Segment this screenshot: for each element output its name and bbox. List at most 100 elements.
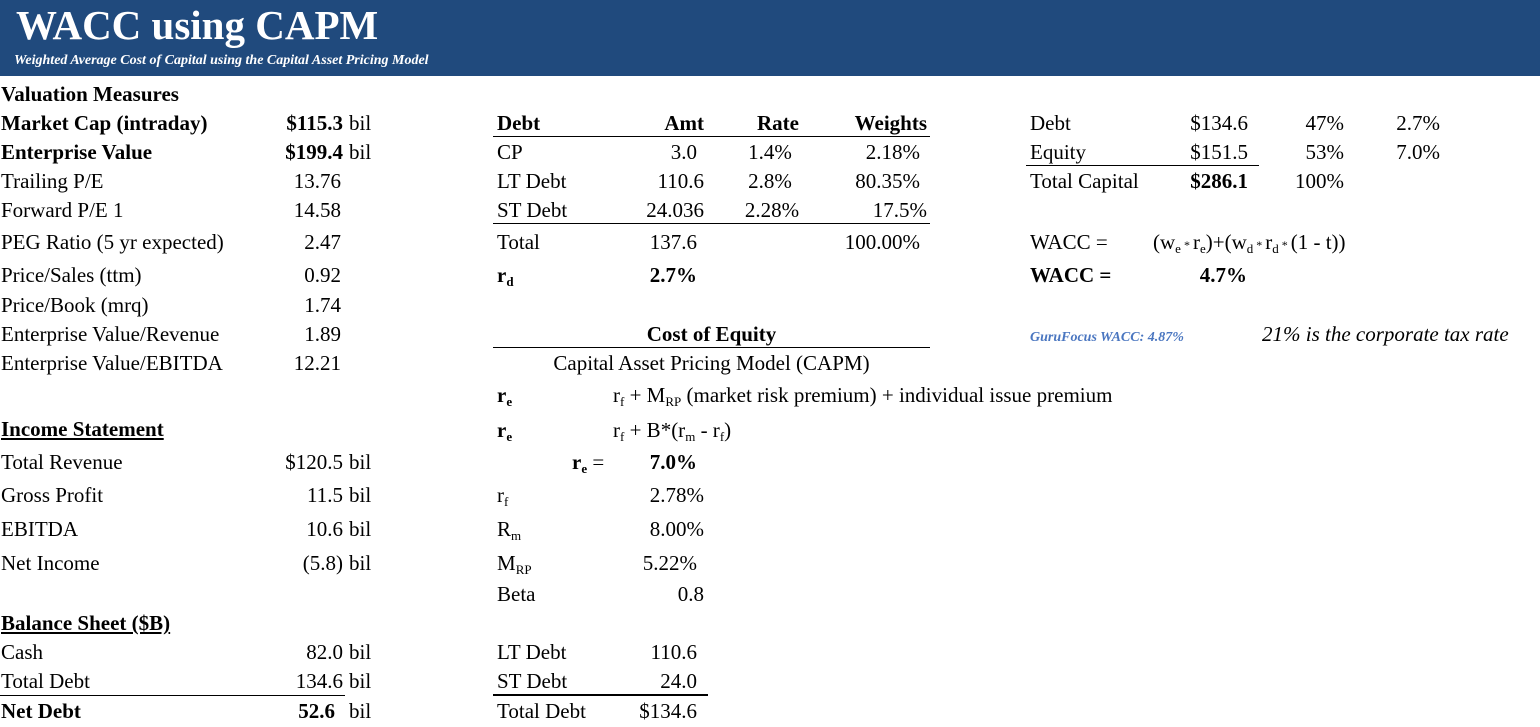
capm-title: Capital Asset Pricing Model (CAPM) xyxy=(553,351,870,375)
income-unit: bil xyxy=(349,551,372,575)
income-unit: bil xyxy=(349,517,372,541)
debt-total-divider xyxy=(493,223,930,224)
debt-summary-value: 110.6 xyxy=(650,640,697,664)
income-value: $120.5 xyxy=(285,450,343,474)
debt-summary-label: Total Debt xyxy=(497,699,586,723)
valuation-value: 12.21 xyxy=(293,351,341,375)
cost-of-equity-heading: Cost of Equity xyxy=(646,322,777,346)
valuation-heading: Valuation Measures xyxy=(1,82,179,106)
capital-cost: 2.7% xyxy=(1396,111,1440,135)
balance-value: 134.6 xyxy=(295,669,343,693)
capm-input-label: rf xyxy=(497,483,509,509)
capm-input-label: Beta xyxy=(497,582,536,606)
capital-weight: 53% xyxy=(1305,140,1345,164)
capm-input-label: Rm xyxy=(497,517,522,543)
rd-value: 2.7% xyxy=(649,263,697,287)
page-title: WACC using CAPM xyxy=(16,2,379,48)
valuation-label: Price/Book (mrq) xyxy=(1,293,149,317)
gurufocus-wacc: GuruFocus WACC: 4.87% xyxy=(1030,330,1184,345)
valuation-unit: bil xyxy=(349,111,372,135)
wacc-formula: (we * re)+(wd * rd * (1 - t)) xyxy=(1153,230,1346,256)
debt-row-amt: 3.0 xyxy=(670,140,697,164)
income-value: (5.8) xyxy=(302,551,343,575)
balance-value: 82.0 xyxy=(306,640,343,664)
debt-row-rate: 2.8% xyxy=(748,169,792,193)
capital-weight: 100% xyxy=(1295,169,1344,193)
re-result-label: re = xyxy=(572,450,605,476)
capital-divider xyxy=(1026,165,1259,166)
valuation-label: Forward P/E 1 xyxy=(1,198,124,222)
valuation-value: 0.92 xyxy=(304,263,341,287)
capm-input-value: 2.78% xyxy=(649,483,704,507)
balance-unit: bil xyxy=(349,699,372,723)
rate-header: Rate xyxy=(757,111,799,135)
valuation-unit: bil xyxy=(349,140,372,164)
balance-label: Cash xyxy=(1,640,43,664)
income-label: Total Revenue xyxy=(1,450,123,474)
capm-formula-beta: rf + B*(rm - rf) xyxy=(613,418,732,444)
valuation-value: $115.3 xyxy=(286,111,343,135)
rd-label: rd xyxy=(497,263,514,289)
valuation-label: Enterprise Value/Revenue xyxy=(1,322,220,346)
income-value: 11.5 xyxy=(307,483,343,507)
re-label: re xyxy=(497,418,513,444)
debt-row-rate: 1.4% xyxy=(748,140,792,164)
cost-of-equity-divider xyxy=(493,347,930,348)
balance-unit: bil xyxy=(349,640,372,664)
debt-row-amt: 24.036 xyxy=(646,198,704,222)
amt-header: Amt xyxy=(664,111,704,135)
capm-input-value: 5.22% xyxy=(642,551,697,575)
capital-value: $134.6 xyxy=(1190,111,1248,135)
debt-row-rate: 2.28% xyxy=(744,198,800,222)
debt-row-weight: 2.18% xyxy=(865,140,920,164)
valuation-value: 13.76 xyxy=(293,169,341,193)
valuation-value: 1.74 xyxy=(304,293,341,317)
capm-input-value: 0.8 xyxy=(677,582,704,606)
income-label: EBITDA xyxy=(1,517,78,541)
wacc-result-value: 4.7% xyxy=(1199,263,1247,287)
valuation-value: 2.47 xyxy=(304,230,341,254)
balance-label: Net Debt xyxy=(1,699,81,723)
header-banner: WACC using CAPM Weighted Average Cost of… xyxy=(0,0,1540,76)
valuation-label: Market Cap (intraday) xyxy=(1,111,208,135)
capital-weight: 47% xyxy=(1305,111,1345,135)
debt-total-label: Total xyxy=(497,230,540,254)
debt-summary-value: 24.0 xyxy=(660,669,697,693)
debt-summary-value: $134.6 xyxy=(639,699,697,723)
re-result-value: 7.0% xyxy=(649,450,697,474)
capital-cost: 7.0% xyxy=(1396,140,1440,164)
wacc-formula-label: WACC = xyxy=(1030,230,1108,254)
debt-header: Debt xyxy=(497,111,541,135)
debt-row-name: CP xyxy=(497,140,523,164)
debt-row-weight: 80.35% xyxy=(855,169,920,193)
valuation-label: Price/Sales (ttm) xyxy=(1,263,142,287)
income-label: Net Income xyxy=(1,551,100,575)
valuation-label: Enterprise Value/EBITDA xyxy=(1,351,223,375)
weights-header: Weights xyxy=(854,111,927,135)
debt-summary-label: LT Debt xyxy=(497,640,567,664)
capital-label: Equity xyxy=(1030,140,1086,164)
capital-value: $286.1 xyxy=(1190,169,1248,193)
re-label: re xyxy=(497,383,513,409)
debt-header-divider xyxy=(493,136,930,137)
debt-row-weight: 17.5% xyxy=(872,198,927,222)
income-unit: bil xyxy=(349,483,372,507)
balance-divider xyxy=(0,695,345,696)
balance-value: 52.6 xyxy=(298,699,335,723)
debt-total-weight: 100.00% xyxy=(844,230,920,254)
tax-rate-note: 21% is the corporate tax rate xyxy=(1262,322,1509,346)
capital-label: Total Capital xyxy=(1030,169,1139,193)
debt-summary-divider xyxy=(493,694,708,696)
wacc-result-label: WACC = xyxy=(1030,263,1112,287)
page-subtitle: Weighted Average Cost of Capital using t… xyxy=(14,53,429,68)
income-heading: Income Statement xyxy=(1,417,164,441)
valuation-value: 1.89 xyxy=(304,322,341,346)
debt-row-name: ST Debt xyxy=(497,198,568,222)
income-label: Gross Profit xyxy=(1,483,104,507)
debt-row-amt: 110.6 xyxy=(657,169,704,193)
valuation-label: PEG Ratio (5 yr expected) xyxy=(1,230,224,254)
valuation-value: 14.58 xyxy=(293,198,341,222)
capm-input-label: MRP xyxy=(497,551,532,577)
debt-total-amt: 137.6 xyxy=(649,230,697,254)
balance-heading: Balance Sheet ($B) xyxy=(1,611,171,635)
